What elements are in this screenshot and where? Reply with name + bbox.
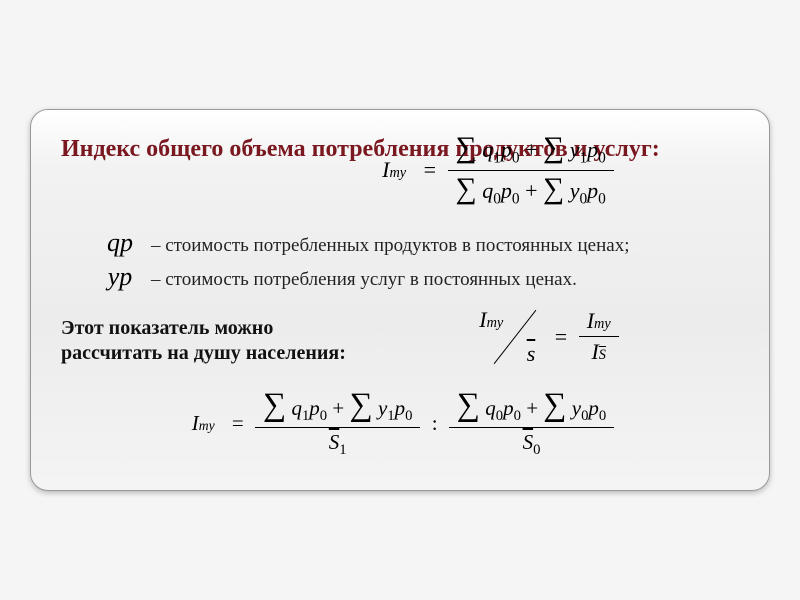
formula-per-capita-full: Imy = ∑ q1p0 + ∑ y1p0 S1 : ∑ q0p0 + ∑ y0… bbox=[61, 385, 739, 461]
slide-card: Индекс общего объема потребления продукт… bbox=[30, 109, 770, 490]
formula-per-capita-short: Imy s = Imy IS bbox=[361, 306, 739, 367]
per-capita-section: Этот показатель можно рассчитать на душу… bbox=[61, 306, 739, 367]
legend-row: qp – стоимость потребленных продуктов в … bbox=[95, 228, 739, 258]
legend-text: – стоимость потребленных продуктов в пос… bbox=[151, 235, 630, 257]
legend-text: – стоимость потребления услуг в постоянн… bbox=[151, 269, 577, 291]
per-capita-caption: Этот показатель можно рассчитать на душу… bbox=[61, 316, 361, 366]
legend-row: yp – стоимость потребления услуг в посто… bbox=[95, 262, 739, 292]
legend: qp – стоимость потребленных продуктов в … bbox=[95, 228, 739, 292]
legend-symbol: qp bbox=[95, 228, 145, 258]
legend-symbol: yp bbox=[95, 262, 145, 292]
ratio-colon: : bbox=[426, 411, 444, 435]
